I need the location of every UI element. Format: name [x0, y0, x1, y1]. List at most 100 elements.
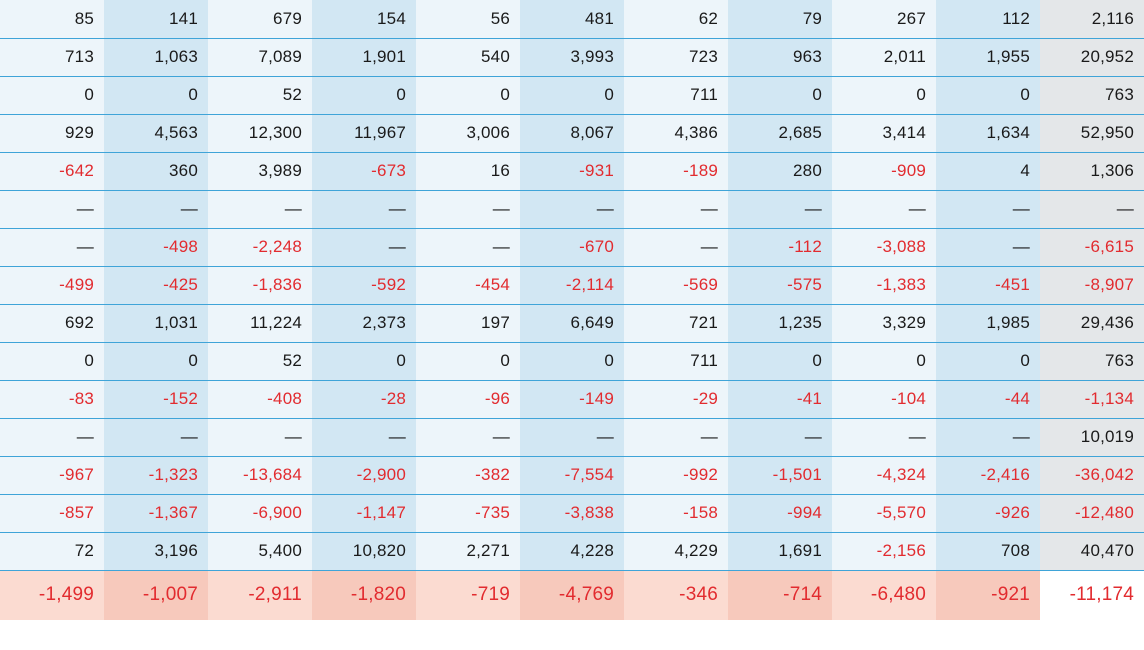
data-cell: —: [728, 190, 832, 228]
data-cell: 0: [832, 342, 936, 380]
data-cell: —: [104, 190, 208, 228]
data-cell: 62: [624, 0, 728, 38]
data-cell: 5,400: [208, 532, 312, 570]
data-cell: 52: [208, 76, 312, 114]
data-cell: 0: [416, 76, 520, 114]
data-cell: 0: [312, 342, 416, 380]
data-cell: -994: [728, 494, 832, 532]
summary-row: -1,499-1,007-2,911-1,820-719-4,769-346-7…: [0, 570, 1144, 620]
data-cell: -1,383: [832, 266, 936, 304]
data-cell: 2,271: [416, 532, 520, 570]
data-cell: -6,900: [208, 494, 312, 532]
data-cell: 0: [0, 76, 104, 114]
data-cell: -1,367: [104, 494, 208, 532]
data-cell: -735: [416, 494, 520, 532]
data-cell: —: [416, 418, 520, 456]
data-cell: —: [832, 418, 936, 456]
table-row: 6921,03111,2242,3731976,6497211,2353,329…: [0, 304, 1144, 342]
total-cell: 763: [1040, 76, 1144, 114]
financial-table: 851416791545648162792671122,1167131,0637…: [0, 0, 1144, 620]
data-cell: -1,820: [312, 570, 416, 620]
data-cell: 7,089: [208, 38, 312, 76]
total-cell: -11,174: [1040, 570, 1144, 620]
data-cell: 3,993: [520, 38, 624, 76]
data-cell: 141: [104, 0, 208, 38]
data-cell: -44: [936, 380, 1040, 418]
table-row: -6423603,989-67316-931-189280-90941,306: [0, 152, 1144, 190]
data-cell: 721: [624, 304, 728, 342]
data-cell: 0: [728, 76, 832, 114]
data-cell: —: [624, 418, 728, 456]
data-cell: 280: [728, 152, 832, 190]
data-cell: —: [312, 228, 416, 266]
data-cell: 540: [416, 38, 520, 76]
data-cell: 0: [936, 342, 1040, 380]
data-cell: -719: [416, 570, 520, 620]
table-row: -499-425-1,836-592-454-2,114-569-575-1,3…: [0, 266, 1144, 304]
data-cell: 3,329: [832, 304, 936, 342]
table-row: 851416791545648162792671122,116: [0, 0, 1144, 38]
total-cell: 29,436: [1040, 304, 1144, 342]
data-cell: -158: [624, 494, 728, 532]
data-cell: 56: [416, 0, 520, 38]
data-cell: 0: [104, 342, 208, 380]
data-cell: 3,006: [416, 114, 520, 152]
table-row: —-498-2,248——-670—-112-3,088—-6,615: [0, 228, 1144, 266]
table-row: 7131,0637,0891,9015403,9937239632,0111,9…: [0, 38, 1144, 76]
data-cell: 1,901: [312, 38, 416, 76]
data-cell: -5,570: [832, 494, 936, 532]
data-cell: —: [208, 190, 312, 228]
total-cell: 1,306: [1040, 152, 1144, 190]
data-cell: 52: [208, 342, 312, 380]
data-cell: —: [416, 228, 520, 266]
data-cell: -3,838: [520, 494, 624, 532]
data-cell: -1,007: [104, 570, 208, 620]
data-cell: -7,554: [520, 456, 624, 494]
data-cell: -425: [104, 266, 208, 304]
data-cell: 267: [832, 0, 936, 38]
data-cell: —: [936, 228, 1040, 266]
data-cell: 11,224: [208, 304, 312, 342]
data-cell: 0: [104, 76, 208, 114]
data-cell: -189: [624, 152, 728, 190]
data-cell: 6,649: [520, 304, 624, 342]
data-cell: 711: [624, 342, 728, 380]
data-cell: 0: [312, 76, 416, 114]
data-cell: -992: [624, 456, 728, 494]
data-cell: 0: [416, 342, 520, 380]
data-cell: —: [728, 418, 832, 456]
data-cell: 360: [104, 152, 208, 190]
data-cell: -4,769: [520, 570, 624, 620]
data-cell: -41: [728, 380, 832, 418]
data-cell: -83: [0, 380, 104, 418]
data-cell: -642: [0, 152, 104, 190]
data-cell: 929: [0, 114, 104, 152]
table-row: -857-1,367-6,900-1,147-735-3,838-158-994…: [0, 494, 1144, 532]
data-cell: 12,300: [208, 114, 312, 152]
data-cell: -96: [416, 380, 520, 418]
data-cell: 79: [728, 0, 832, 38]
data-cell: -575: [728, 266, 832, 304]
data-cell: -670: [520, 228, 624, 266]
data-cell: 708: [936, 532, 1040, 570]
data-cell: -13,684: [208, 456, 312, 494]
data-cell: 0: [520, 76, 624, 114]
data-cell: 713: [0, 38, 104, 76]
data-cell: -714: [728, 570, 832, 620]
data-cell: -926: [936, 494, 1040, 532]
data-cell: —: [832, 190, 936, 228]
data-cell: —: [0, 228, 104, 266]
data-cell: -673: [312, 152, 416, 190]
total-cell: 10,019: [1040, 418, 1144, 456]
data-cell: 963: [728, 38, 832, 76]
total-cell: 40,470: [1040, 532, 1144, 570]
data-cell: -346: [624, 570, 728, 620]
data-cell: -2,156: [832, 532, 936, 570]
total-cell: 2,116: [1040, 0, 1144, 38]
data-cell: -2,900: [312, 456, 416, 494]
data-cell: 3,414: [832, 114, 936, 152]
table-row: 723,1965,40010,8202,2714,2284,2291,691-2…: [0, 532, 1144, 570]
data-table: 851416791545648162792671122,1167131,0637…: [0, 0, 1144, 620]
data-cell: —: [208, 418, 312, 456]
data-cell: 3,196: [104, 532, 208, 570]
